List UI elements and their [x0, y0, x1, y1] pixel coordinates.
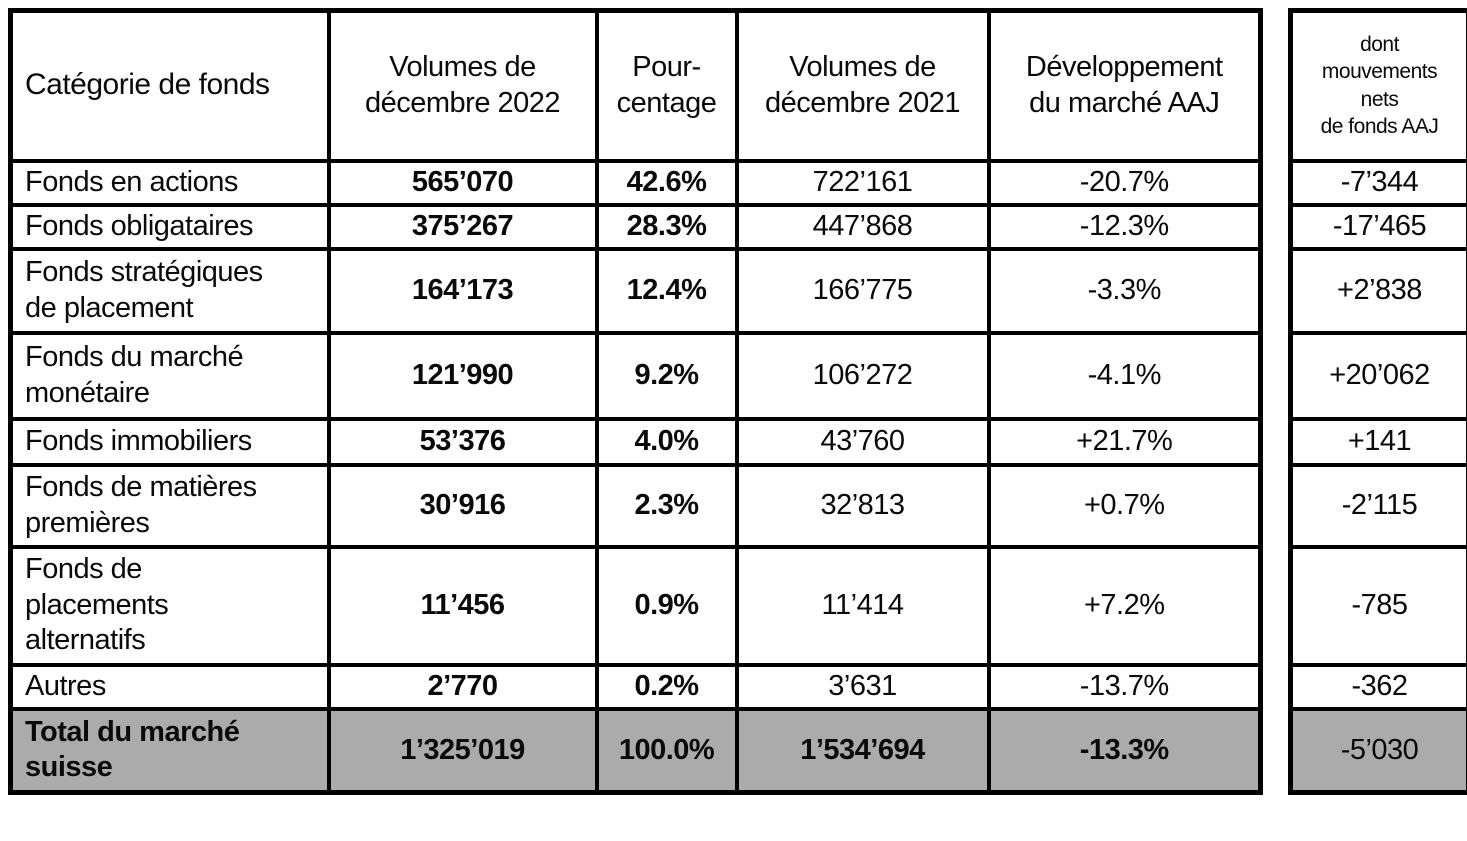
side-row: -785	[1288, 544, 1467, 667]
cell-vol2022: 2’770	[326, 662, 599, 711]
cell-vol2021: 106’272	[734, 330, 991, 421]
cell-vol2022: 121’990	[326, 330, 599, 421]
header-market-development-ytd: Développement du marché AAJ	[986, 8, 1263, 163]
cell-net: +20’062	[1288, 330, 1467, 421]
cell-pct: 9.2%	[594, 330, 739, 421]
cell-vol2021: 43’760	[734, 416, 991, 467]
table-row: Fonds en actions 565’070 42.6% 722’161 -…	[8, 158, 1263, 207]
side-row: -362	[1288, 662, 1467, 711]
cell-category: Fonds de matières premières	[8, 462, 331, 549]
table-row: Fonds stratégiques de placement 164’173 …	[8, 246, 1263, 335]
cell-pct: 0.9%	[594, 544, 739, 667]
header-net-fund-movements: dont mouvements nets de fonds AAJ	[1288, 8, 1467, 163]
cell-net: -2’115	[1288, 462, 1467, 549]
cell-net: -7’344	[1288, 158, 1467, 207]
cell-dev: +21.7%	[986, 416, 1263, 467]
table-row: Fonds immobiliers 53’376 4.0% 43’760 +21…	[8, 416, 1263, 467]
cell-vol2021: 166’775	[734, 246, 991, 335]
side-row: +141	[1288, 416, 1467, 467]
side-row: -2’115	[1288, 462, 1467, 549]
cell-total-net: -5’030	[1288, 706, 1467, 795]
cell-pct: 42.6%	[594, 158, 739, 207]
cell-vol2022: 565’070	[326, 158, 599, 207]
cell-pct: 0.2%	[594, 662, 739, 711]
cell-total-pct: 100.0%	[594, 706, 739, 795]
cell-category: Fonds de placements alternatifs	[8, 544, 331, 667]
cell-category: Fonds obligataires	[8, 202, 331, 251]
cell-total-vol2021: 1’534’694	[734, 706, 991, 795]
side-row: -17’465	[1288, 202, 1467, 251]
cell-dev: -3.3%	[986, 246, 1263, 335]
net-movements-column: dont mouvements nets de fonds AAJ -7’344…	[1288, 8, 1467, 795]
table-row: Fonds de placements alternatifs 11’456 0…	[8, 544, 1263, 667]
cell-net: -785	[1288, 544, 1467, 667]
cell-net: +141	[1288, 416, 1467, 467]
cell-vol2022: 11’456	[326, 544, 599, 667]
cell-net: -17’465	[1288, 202, 1467, 251]
cell-vol2021: 32’813	[734, 462, 991, 549]
header-volumes-dec-2022: Volumes de décembre 2022	[326, 8, 599, 163]
header-category: Catégorie de fonds	[8, 8, 331, 163]
table-header-row: Catégorie de fonds Volumes de décembre 2…	[8, 8, 1263, 163]
cell-category: Fonds stratégiques de placement	[8, 246, 331, 335]
cell-pct: 2.3%	[594, 462, 739, 549]
cell-dev: -4.1%	[986, 330, 1263, 421]
cell-total-label: Total du marché suisse	[8, 706, 331, 795]
cell-net: +2’838	[1288, 246, 1467, 335]
cell-vol2022: 375’267	[326, 202, 599, 251]
cell-category: Fonds en actions	[8, 158, 331, 207]
table-row: Fonds de matières premières 30’916 2.3% …	[8, 462, 1263, 549]
header-volumes-dec-2021: Volumes de décembre 2021	[734, 8, 991, 163]
side-row: +20’062	[1288, 330, 1467, 421]
cell-dev: -20.7%	[986, 158, 1263, 207]
cell-pct: 12.4%	[594, 246, 739, 335]
side-header-row: dont mouvements nets de fonds AAJ	[1288, 8, 1467, 163]
cell-dev: -12.3%	[986, 202, 1263, 251]
fund-category-table: Catégorie de fonds Volumes de décembre 2…	[8, 8, 1263, 795]
cell-dev: -13.7%	[986, 662, 1263, 711]
cell-total-dev: -13.3%	[986, 706, 1263, 795]
cell-vol2022: 164’173	[326, 246, 599, 335]
cell-vol2021: 447’868	[734, 202, 991, 251]
cell-dev: +7.2%	[986, 544, 1263, 667]
cell-net: -362	[1288, 662, 1467, 711]
side-row: -7’344	[1288, 158, 1467, 207]
table-row: Autres 2’770 0.2% 3’631 -13.7%	[8, 662, 1263, 711]
table-total-row: Total du marché suisse 1’325’019 100.0% …	[8, 706, 1263, 795]
header-percentage: Pour- centage	[594, 8, 739, 163]
fund-market-table-page: Catégorie de fonds Volumes de décembre 2…	[8, 8, 1467, 795]
cell-vol2021: 11’414	[734, 544, 991, 667]
cell-pct: 28.3%	[594, 202, 739, 251]
cell-pct: 4.0%	[594, 416, 739, 467]
cell-dev: +0.7%	[986, 462, 1263, 549]
cell-vol2021: 722’161	[734, 158, 991, 207]
table-row: Fonds obligataires 375’267 28.3% 447’868…	[8, 202, 1263, 251]
cell-vol2022: 30’916	[326, 462, 599, 549]
cell-category: Autres	[8, 662, 331, 711]
side-total-row: -5’030	[1288, 706, 1467, 795]
cell-vol2022: 53’376	[326, 416, 599, 467]
cell-total-vol2022: 1’325’019	[326, 706, 599, 795]
side-row: +2’838	[1288, 246, 1467, 335]
cell-vol2021: 3’631	[734, 662, 991, 711]
cell-category: Fonds immobiliers	[8, 416, 331, 467]
cell-category: Fonds du marché monétaire	[8, 330, 331, 421]
table-row: Fonds du marché monétaire 121’990 9.2% 1…	[8, 330, 1263, 421]
